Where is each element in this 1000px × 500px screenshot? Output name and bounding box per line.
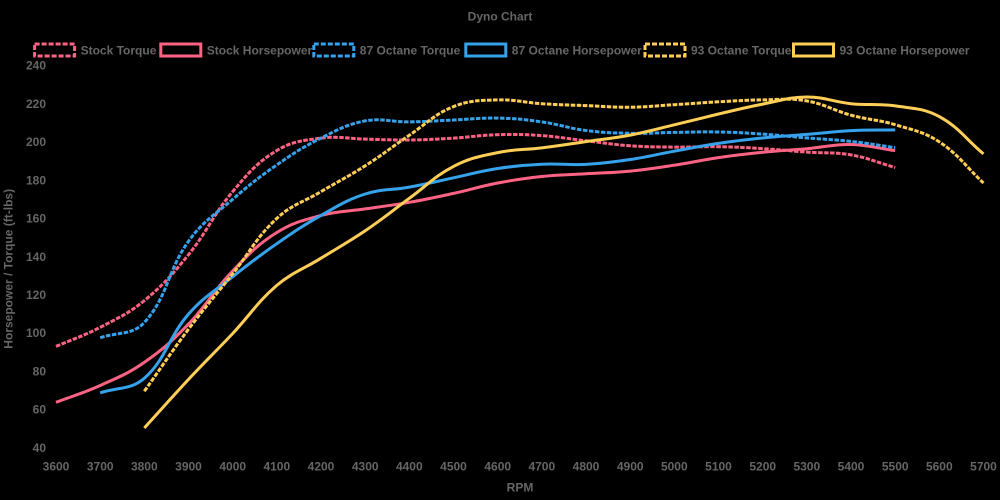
svg-text:5500: 5500 <box>882 459 909 473</box>
svg-text:5600: 5600 <box>926 459 953 473</box>
svg-text:3600: 3600 <box>43 459 70 473</box>
svg-text:4400: 4400 <box>396 459 423 473</box>
svg-text:4600: 4600 <box>484 459 511 473</box>
svg-text:5700: 5700 <box>970 459 997 473</box>
svg-text:80: 80 <box>33 365 47 379</box>
svg-text:87 Octane Horsepower: 87 Octane Horsepower <box>512 43 642 57</box>
svg-text:4700: 4700 <box>528 459 555 473</box>
svg-text:40: 40 <box>33 441 47 455</box>
svg-text:Horsepower / Torque (ft-lbs): Horsepower / Torque (ft-lbs) <box>2 189 16 349</box>
svg-text:3800: 3800 <box>131 459 158 473</box>
svg-text:93 Octane Torque: 93 Octane Torque <box>691 43 792 57</box>
svg-text:87 Octane Torque: 87 Octane Torque <box>360 43 461 57</box>
svg-text:4800: 4800 <box>573 459 600 473</box>
svg-text:3700: 3700 <box>87 459 114 473</box>
svg-text:5000: 5000 <box>661 459 688 473</box>
svg-text:3900: 3900 <box>175 459 202 473</box>
svg-text:4500: 4500 <box>440 459 467 473</box>
svg-text:60: 60 <box>33 403 47 417</box>
svg-text:120: 120 <box>26 288 46 302</box>
svg-text:4900: 4900 <box>617 459 644 473</box>
svg-text:200: 200 <box>26 135 46 149</box>
svg-text:220: 220 <box>26 97 46 111</box>
svg-text:160: 160 <box>26 212 46 226</box>
svg-text:4300: 4300 <box>352 459 379 473</box>
svg-text:RPM: RPM <box>507 480 534 494</box>
svg-text:5400: 5400 <box>838 459 865 473</box>
svg-text:Stock Horsepower: Stock Horsepower <box>207 43 313 57</box>
svg-text:180: 180 <box>26 173 46 187</box>
svg-text:5300: 5300 <box>793 459 820 473</box>
svg-text:240: 240 <box>26 59 46 73</box>
svg-text:4200: 4200 <box>308 459 335 473</box>
svg-text:Dyno Chart: Dyno Chart <box>468 9 533 23</box>
svg-text:4000: 4000 <box>219 459 246 473</box>
svg-text:5100: 5100 <box>705 459 732 473</box>
svg-text:140: 140 <box>26 250 46 264</box>
svg-text:4100: 4100 <box>263 459 290 473</box>
svg-text:5200: 5200 <box>749 459 776 473</box>
svg-text:100: 100 <box>26 326 46 340</box>
svg-text:Stock Torque: Stock Torque <box>81 43 157 57</box>
svg-text:93 Octane Horsepower: 93 Octane Horsepower <box>840 43 970 57</box>
